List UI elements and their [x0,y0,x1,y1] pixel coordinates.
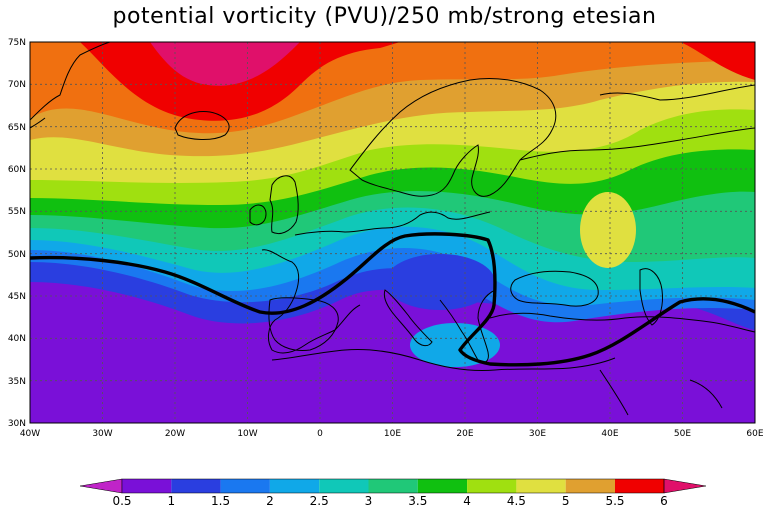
lon-label: 50E [674,429,691,439]
colorbar-swatch [122,479,172,493]
colorbar-swatch [220,479,270,493]
colorbar-label: 4 [463,494,471,507]
colorbar-label: 6 [660,494,668,507]
lat-label: 60N [8,165,26,175]
colorbar-label: 3.5 [408,494,427,507]
colorbar-labels: 0.5 1 1.5 2 2.5 3 3.5 4 4.5 5 5.5 6 [112,494,667,507]
colorbar-label: 4.5 [507,494,526,507]
lon-label: 30W [92,429,112,439]
lat-label: 55N [8,207,26,217]
colorbar-swatch [417,479,468,493]
lat-label: 65N [8,123,26,133]
lat-label: 40N [8,334,26,344]
colorbar-label: 2 [266,494,274,507]
colorbar-swatch [269,479,320,493]
lat-lon-grid [30,42,755,423]
lon-label: 20W [165,429,185,439]
lon-label: 20E [456,429,473,439]
colorbar-label: 1.5 [211,494,230,507]
lat-label: 75N [8,38,26,48]
colorbar-swatch [368,479,418,493]
longitude-labels: 40W 30W 20W 10W 0 10E 20E 30E 40E 50E 60… [20,429,764,439]
colorbar-swatch [171,479,221,493]
lon-label: 60E [746,429,763,439]
lat-label: 70N [8,80,26,90]
colorbar-swatch [319,479,369,493]
map-title: potential vorticity (PVU)/250 mb/strong … [112,4,657,29]
colorbar-swatch [615,479,664,493]
colorbar: 0.5 1 1.5 2 2.5 3 3.5 4 4.5 5 5.5 6 [79,478,707,507]
colorbar-swatch [467,479,517,493]
colorbar-swatch [565,479,615,493]
colorbar-label: 2.5 [310,494,329,507]
colorbar-label: 1 [167,494,175,507]
colorbar-high-triangle [663,478,707,494]
pv-2-contour-line [30,232,755,367]
lon-label: 40W [20,429,40,439]
lat-label: 30N [8,419,26,429]
lon-label: 30E [529,429,546,439]
lat-label: 35N [8,377,26,387]
lon-label: 10E [384,429,401,439]
colorbar-label: 0.5 [112,494,131,507]
colorbar-low-triangle [79,478,123,494]
latitude-labels: 75N 70N 65N 60N 55N 50N 45N 40N 35N 30N [8,38,26,429]
lat-label: 45N [8,292,26,302]
lon-label: 0 [317,429,323,439]
lon-label: 40E [601,429,618,439]
map-frame [29,41,756,424]
coastlines [30,42,755,416]
lat-label: 50N [8,250,26,260]
lon-label: 10W [237,429,257,439]
colorbar-label: 5 [562,494,570,507]
colorbar-label: 5.5 [605,494,624,507]
colorbar-label: 3 [365,494,373,507]
colorbar-swatch [516,479,566,493]
